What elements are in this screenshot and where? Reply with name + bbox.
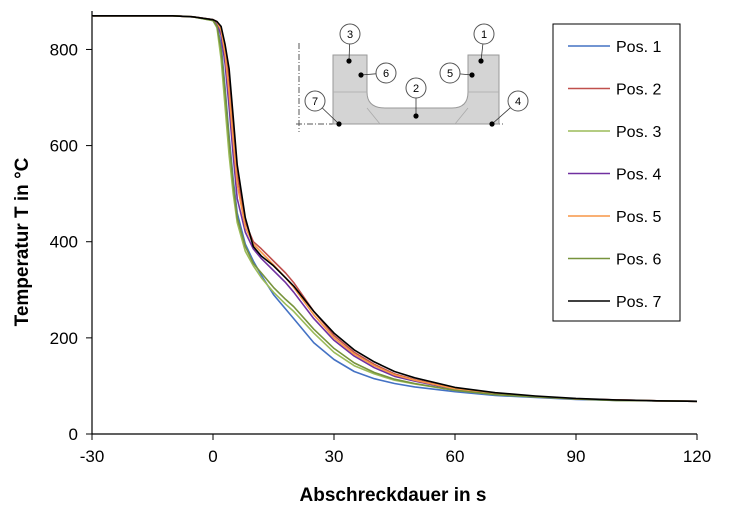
inset-label: 2 — [413, 83, 419, 95]
inset-position-dot — [358, 72, 364, 78]
inset-label: 7 — [312, 96, 318, 108]
inset-callout — [405, 77, 427, 99]
legend-label-1: Pos. 1 — [616, 39, 661, 56]
x-tick-label: -30 — [80, 447, 105, 466]
y-tick-label: 600 — [50, 137, 78, 156]
cross-section-inset: 1 2 3 4 5 6 7 — [296, 23, 529, 132]
series-line-7 — [92, 15, 698, 403]
x-tick-label: 30 — [325, 447, 344, 466]
legend: Pos. 1 Pos. 2 Pos. 3 Pos. 4 Pos. 5 Pos. 6 Pos.… — [552, 23, 681, 322]
inset-label: 1 — [481, 29, 487, 41]
x-tick-label: 90 — [567, 447, 586, 466]
inset-position-dot — [346, 58, 352, 64]
cross-section-profile — [332, 54, 500, 125]
legend-label-7: Pos. 7 — [616, 294, 661, 311]
inset-callout — [439, 62, 461, 84]
inset-callout — [339, 23, 361, 45]
y-tick-label: 0 — [69, 425, 78, 444]
inset-callout — [473, 23, 495, 45]
x-axis-title: Abschreckdauer in s — [300, 485, 487, 506]
legend-label-2: Pos. 2 — [616, 82, 661, 99]
y-tick-label: 200 — [50, 329, 78, 348]
legend-label-3: Pos. 3 — [616, 124, 661, 141]
inset-callout — [304, 90, 326, 112]
inset-position-dot — [469, 72, 475, 78]
inset-callout — [507, 90, 529, 112]
inset-label: 6 — [383, 68, 389, 80]
legend-label-5: Pos. 5 — [616, 209, 661, 226]
legend-label-4: Pos. 4 — [616, 167, 661, 184]
x-tick-label: 60 — [446, 447, 465, 466]
inset-position-dot — [489, 121, 495, 127]
y-tick-label: 800 — [50, 40, 78, 59]
series-line-6 — [92, 15, 698, 403]
y-tick-label: 400 — [50, 233, 78, 252]
inset-position-dot — [478, 58, 484, 64]
inset-label: 4 — [515, 96, 521, 108]
legend-label-6: Pos. 6 — [616, 252, 661, 269]
inset-callout — [375, 62, 397, 84]
inset-label: 3 — [347, 29, 353, 41]
inset-label: 5 — [447, 68, 453, 80]
inset-position-dot — [336, 121, 342, 127]
legend-box — [552, 23, 681, 322]
y-axis-title: Temperatur T in °C — [12, 157, 33, 326]
x-tick-label: 0 — [208, 447, 217, 466]
x-tick-label: 120 — [683, 447, 711, 466]
inset-position-dot — [413, 113, 419, 119]
